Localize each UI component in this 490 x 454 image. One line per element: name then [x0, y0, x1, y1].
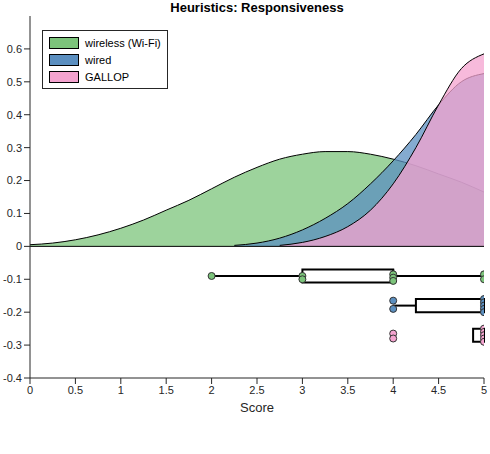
- svg-text:0.5: 0.5: [68, 384, 83, 396]
- svg-text:1: 1: [118, 384, 124, 396]
- svg-text:2: 2: [209, 384, 215, 396]
- svg-text:0.1: 0.1: [8, 207, 22, 219]
- svg-text:-0.2: -0.2: [8, 306, 22, 318]
- html-text:GALLOP: GALLOP: [85, 70, 129, 83]
- svg-text:-0.3: -0.3: [8, 339, 22, 351]
- svg-text:-0.4: -0.4: [8, 372, 22, 384]
- html-text:wireless (Wi-Fi): wireless (Wi-Fi): [85, 36, 161, 49]
- svg-text:0: 0: [16, 240, 22, 252]
- svg-text:4.5: 4.5: [431, 384, 446, 396]
- svg-text:Score: Score: [240, 400, 274, 415]
- svg-text:2.5: 2.5: [249, 384, 264, 396]
- svg-text:1.5: 1.5: [159, 384, 174, 396]
- svg-text:0.3: 0.3: [8, 142, 22, 154]
- svg-text:5: 5: [481, 384, 482, 396]
- svg-text:3: 3: [299, 384, 305, 396]
- svg-text:0: 0: [27, 384, 33, 396]
- svg-text:-0.1: -0.1: [8, 273, 22, 285]
- svg-text:3.5: 3.5: [340, 384, 355, 396]
- svg-text:0.6: 0.6: [8, 43, 22, 55]
- svg-text:4: 4: [390, 384, 396, 396]
- svg-text:0.5: 0.5: [8, 76, 22, 88]
- svg-text:0.2: 0.2: [8, 174, 22, 186]
- html-text:wired: wired: [85, 53, 112, 66]
- svg-text:0.4: 0.4: [8, 109, 22, 121]
- html-text:Heuristics: Responsiveness: Heuristics: Responsiveness: [170, 0, 344, 15]
